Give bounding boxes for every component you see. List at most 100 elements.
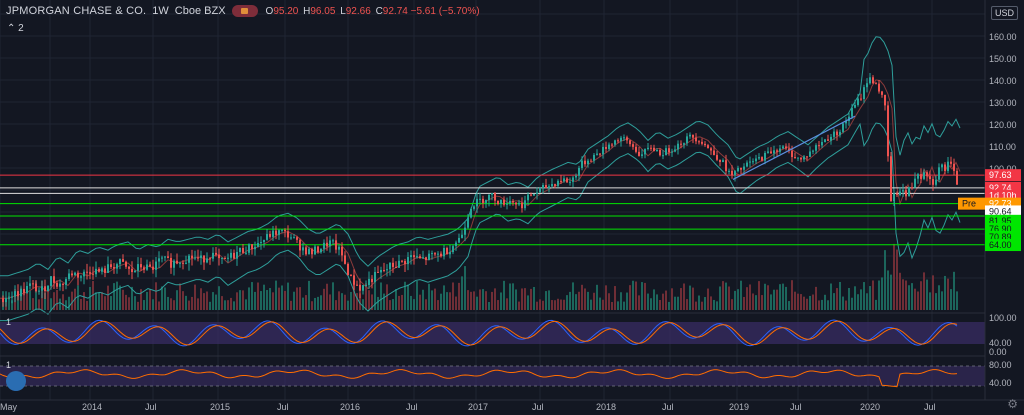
candle[interactable]: [473, 206, 475, 209]
candle[interactable]: [524, 200, 526, 209]
candle[interactable]: [428, 253, 430, 261]
candle[interactable]: [749, 161, 751, 163]
gear-icon[interactable]: ⚙: [1007, 397, 1018, 411]
candle[interactable]: [746, 162, 748, 167]
candle[interactable]: [773, 150, 775, 154]
candle[interactable]: [260, 242, 262, 244]
candle[interactable]: [26, 285, 28, 293]
candle[interactable]: [899, 191, 901, 195]
candle[interactable]: [650, 147, 652, 149]
candle[interactable]: [671, 151, 673, 153]
candle[interactable]: [302, 247, 304, 251]
candle[interactable]: [365, 285, 367, 287]
candle[interactable]: [248, 244, 250, 253]
candle[interactable]: [380, 269, 382, 273]
candle[interactable]: [506, 203, 508, 205]
candle[interactable]: [512, 200, 514, 203]
candle[interactable]: [104, 268, 106, 273]
candle[interactable]: [614, 140, 616, 145]
candle[interactable]: [944, 164, 946, 171]
candle[interactable]: [653, 147, 655, 152]
candle[interactable]: [242, 247, 244, 253]
candle[interactable]: [47, 285, 49, 292]
candle[interactable]: [317, 246, 319, 253]
candle[interactable]: [41, 286, 43, 291]
candle[interactable]: [56, 282, 58, 287]
candle[interactable]: [140, 264, 142, 268]
candle[interactable]: [305, 247, 307, 255]
candle[interactable]: [89, 272, 91, 274]
candle[interactable]: [146, 264, 148, 270]
candle[interactable]: [626, 137, 628, 141]
candle[interactable]: [2, 298, 4, 303]
candle[interactable]: [437, 253, 439, 255]
candle[interactable]: [647, 147, 649, 150]
candle[interactable]: [20, 288, 22, 297]
candle[interactable]: [422, 257, 424, 259]
candle[interactable]: [608, 144, 610, 149]
candle[interactable]: [443, 247, 445, 257]
candle[interactable]: [344, 255, 346, 264]
candle[interactable]: [764, 152, 766, 161]
candle[interactable]: [920, 174, 922, 179]
candle[interactable]: [659, 150, 661, 156]
candle[interactable]: [14, 291, 16, 297]
candle[interactable]: [953, 163, 955, 171]
candle[interactable]: [551, 184, 553, 187]
candle[interactable]: [887, 105, 889, 157]
candle[interactable]: [872, 77, 874, 84]
candle[interactable]: [554, 184, 556, 186]
candle[interactable]: [950, 161, 952, 164]
candle[interactable]: [350, 275, 352, 277]
candle[interactable]: [596, 153, 598, 155]
candle[interactable]: [722, 160, 724, 162]
candle[interactable]: [821, 142, 823, 146]
candle[interactable]: [539, 187, 541, 193]
candle[interactable]: [470, 208, 472, 218]
interval-label[interactable]: 1W: [152, 5, 169, 17]
candle[interactable]: [356, 284, 358, 286]
candle[interactable]: [923, 172, 925, 179]
currency-button[interactable]: USD: [990, 6, 1018, 20]
candle[interactable]: [800, 157, 802, 160]
candle[interactable]: [431, 253, 433, 255]
candle[interactable]: [611, 144, 613, 146]
candle[interactable]: [374, 271, 376, 283]
candle[interactable]: [929, 176, 931, 180]
candle[interactable]: [830, 136, 832, 141]
candle[interactable]: [557, 180, 559, 186]
candle[interactable]: [476, 198, 478, 207]
candle[interactable]: [902, 190, 904, 192]
candle[interactable]: [665, 148, 667, 156]
candle[interactable]: [251, 244, 253, 250]
candle[interactable]: [197, 257, 199, 259]
candle[interactable]: [179, 262, 181, 264]
candle[interactable]: [77, 272, 79, 278]
candle[interactable]: [875, 83, 877, 85]
candle[interactable]: [767, 151, 769, 153]
candle[interactable]: [863, 87, 865, 99]
candle[interactable]: [590, 160, 592, 162]
candle[interactable]: [110, 264, 112, 267]
candle[interactable]: [836, 131, 838, 136]
candle[interactable]: [533, 193, 535, 196]
candle[interactable]: [341, 246, 343, 256]
candle[interactable]: [200, 255, 202, 258]
candle[interactable]: [38, 290, 40, 292]
candle[interactable]: [518, 202, 520, 205]
candle[interactable]: [635, 146, 637, 152]
candle[interactable]: [842, 123, 844, 132]
candle[interactable]: [776, 150, 778, 152]
candle[interactable]: [617, 140, 619, 142]
candle[interactable]: [338, 246, 340, 250]
candle[interactable]: [269, 234, 271, 237]
candle[interactable]: [320, 248, 322, 253]
candle[interactable]: [599, 153, 601, 155]
candle[interactable]: [368, 278, 370, 286]
candle[interactable]: [17, 291, 19, 297]
candle[interactable]: [401, 260, 403, 262]
candle[interactable]: [23, 288, 25, 293]
candle[interactable]: [500, 199, 502, 204]
candle[interactable]: [515, 202, 517, 205]
candle[interactable]: [236, 251, 238, 259]
